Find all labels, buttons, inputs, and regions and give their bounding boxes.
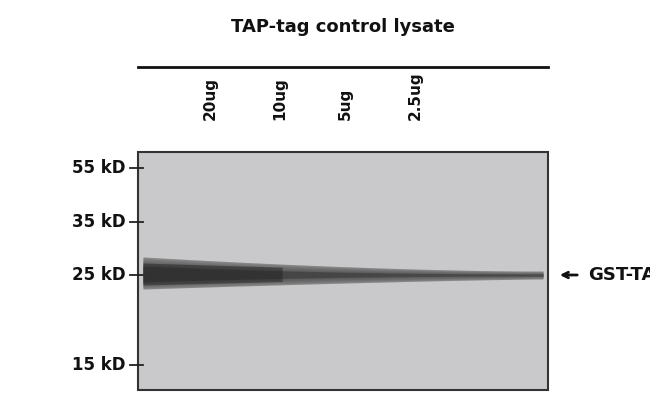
Bar [138, 152, 548, 390]
Text: GST-TAP: GST-TAP [588, 266, 650, 284]
Text: 10ug: 10ug [272, 77, 287, 120]
Text: 25 kD: 25 kD [72, 266, 126, 284]
Text: 2.5ug: 2.5ug [408, 71, 422, 120]
Text: 55 kD: 55 kD [73, 159, 126, 177]
Text: 5ug: 5ug [337, 88, 352, 120]
Text: 20ug: 20ug [203, 77, 218, 120]
Text: 15 kD: 15 kD [73, 356, 126, 374]
Text: 35 kD: 35 kD [72, 213, 126, 231]
Text: TAP-tag control lysate: TAP-tag control lysate [231, 18, 455, 36]
